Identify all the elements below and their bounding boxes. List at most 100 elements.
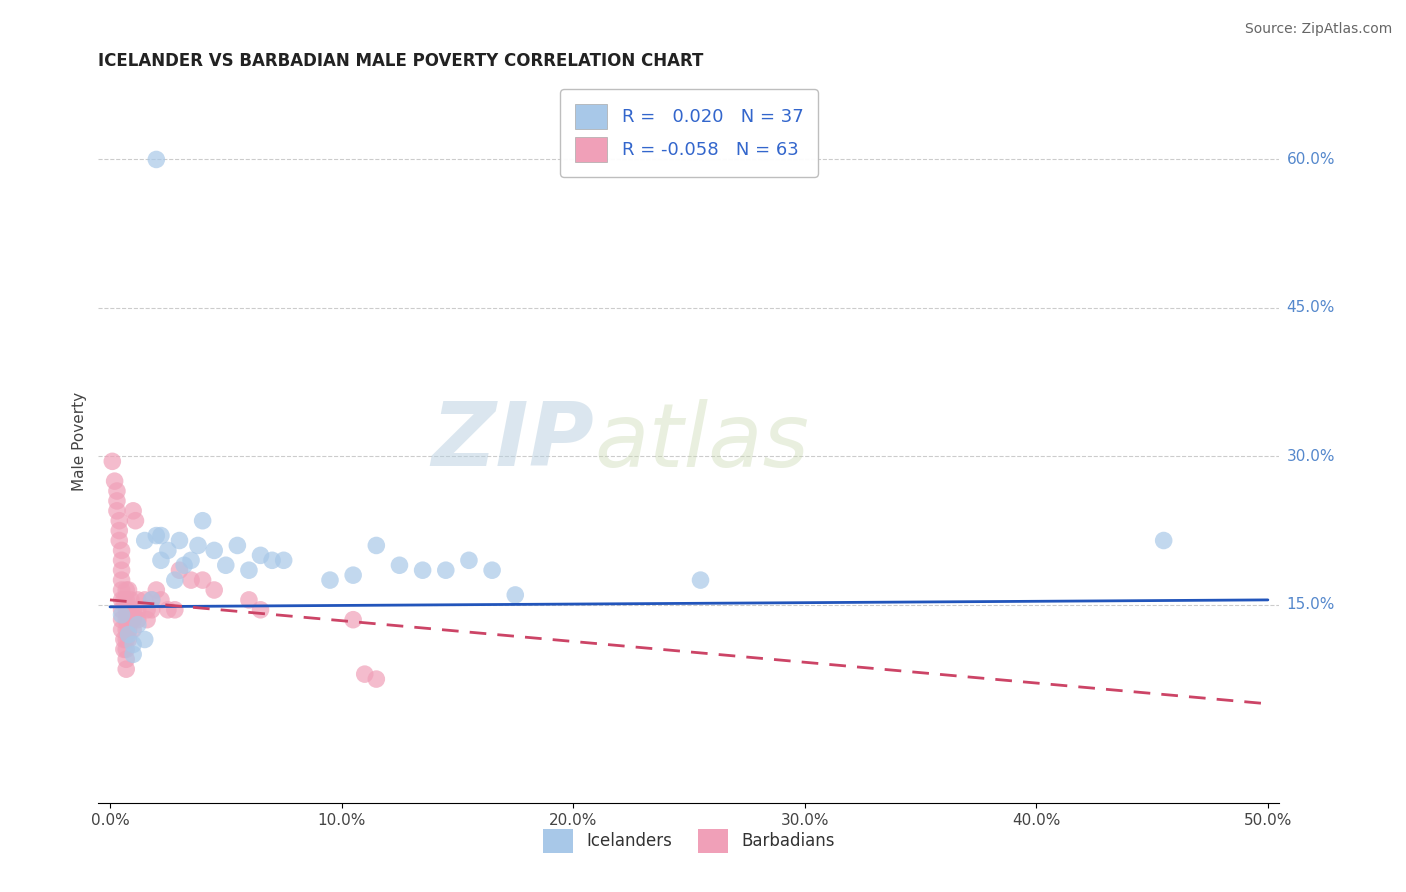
Point: [149, 553, 172, 567]
Point: [110, 543, 132, 558]
Point: [120, 613, 142, 627]
Point: [117, 623, 139, 637]
Point: [1153, 533, 1175, 548]
Text: ZIP: ZIP: [432, 398, 595, 485]
Point: [115, 642, 138, 657]
Point: [388, 558, 411, 573]
Point: [273, 553, 295, 567]
Point: [110, 553, 132, 567]
Point: [145, 582, 167, 597]
Point: [134, 632, 156, 647]
Point: [173, 558, 195, 573]
Point: [110, 613, 132, 627]
Point: [319, 573, 342, 587]
Point: [120, 603, 142, 617]
Point: [115, 593, 138, 607]
Point: [110, 582, 132, 597]
Text: atlas: atlas: [595, 399, 810, 484]
Point: [163, 573, 186, 587]
Point: [163, 603, 186, 617]
Point: [127, 613, 149, 627]
Point: [262, 553, 284, 567]
Point: [458, 553, 481, 567]
Text: 15.0%: 15.0%: [1286, 598, 1334, 612]
Point: [112, 593, 135, 607]
Point: [366, 672, 388, 686]
Point: [191, 573, 214, 587]
Text: 30.0%: 30.0%: [1286, 449, 1334, 464]
Point: [115, 603, 138, 617]
Point: [342, 568, 364, 582]
Point: [127, 603, 149, 617]
Point: [101, 454, 124, 468]
Point: [115, 632, 138, 647]
Point: [105, 494, 128, 508]
Point: [136, 603, 159, 617]
Point: [134, 533, 156, 548]
Point: [141, 593, 163, 607]
Legend: Icelanders, Barbadians: Icelanders, Barbadians: [537, 822, 841, 860]
Point: [110, 607, 132, 622]
Point: [108, 514, 131, 528]
Point: [180, 573, 202, 587]
Point: [141, 593, 163, 607]
Point: [122, 504, 145, 518]
Point: [122, 613, 145, 627]
Point: [156, 603, 179, 617]
Point: [110, 603, 132, 617]
Point: [249, 603, 271, 617]
Point: [122, 648, 145, 662]
Point: [503, 588, 526, 602]
Point: [226, 539, 249, 553]
Point: [110, 573, 132, 587]
Point: [124, 514, 146, 528]
Point: [115, 613, 138, 627]
Point: [120, 593, 142, 607]
Point: [122, 637, 145, 651]
Point: [136, 613, 159, 627]
Point: [169, 533, 191, 548]
Point: [122, 603, 145, 617]
Point: [117, 582, 139, 597]
Text: ICELANDER VS BARBADIAN MALE POVERTY CORRELATION CHART: ICELANDER VS BARBADIAN MALE POVERTY CORR…: [98, 53, 704, 70]
Point: [104, 474, 127, 488]
Point: [169, 563, 191, 577]
Point: [238, 593, 260, 607]
Point: [238, 563, 260, 577]
Point: [149, 593, 172, 607]
Text: 60.0%: 60.0%: [1286, 152, 1334, 167]
Point: [481, 563, 503, 577]
Point: [117, 627, 139, 641]
Point: [117, 632, 139, 647]
Point: [145, 528, 167, 542]
Point: [156, 543, 179, 558]
Point: [108, 524, 131, 538]
Point: [105, 504, 128, 518]
Text: 45.0%: 45.0%: [1286, 301, 1334, 316]
Point: [187, 539, 209, 553]
Point: [110, 593, 132, 607]
Point: [117, 603, 139, 617]
Point: [112, 642, 135, 657]
Y-axis label: Male Poverty: Male Poverty: [72, 392, 87, 491]
Point: [202, 543, 225, 558]
Point: [412, 563, 434, 577]
Point: [127, 593, 149, 607]
Point: [117, 613, 139, 627]
Point: [215, 558, 238, 573]
Point: [145, 153, 167, 167]
Point: [249, 549, 271, 563]
Point: [353, 667, 375, 681]
Point: [366, 539, 388, 553]
Point: [115, 652, 138, 666]
Point: [141, 603, 163, 617]
Point: [110, 623, 132, 637]
Point: [689, 573, 711, 587]
Point: [122, 623, 145, 637]
Point: [127, 617, 149, 632]
Point: [115, 623, 138, 637]
Point: [110, 563, 132, 577]
Text: Source: ZipAtlas.com: Source: ZipAtlas.com: [1244, 22, 1392, 37]
Point: [115, 662, 138, 676]
Point: [134, 593, 156, 607]
